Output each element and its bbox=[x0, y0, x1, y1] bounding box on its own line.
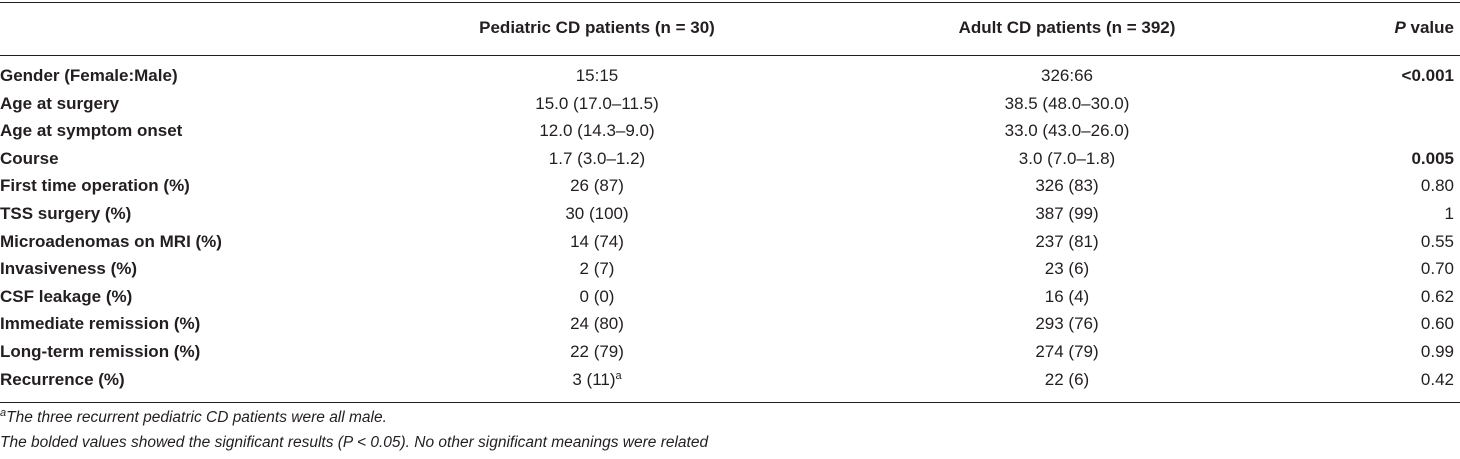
row-pediatric: 3 (11)a bbox=[437, 366, 757, 394]
row-label: Microadenomas on MRI (%) bbox=[0, 231, 222, 251]
table-row: TSS surgery (%) 30 (100) 387 (99) 1 bbox=[0, 200, 1460, 228]
table-row: Long-term remission (%) 22 (79) 274 (79)… bbox=[0, 338, 1460, 366]
row-adult: 16 (4) bbox=[1044, 286, 1090, 306]
row-label: First time operation (%) bbox=[0, 176, 190, 196]
row-adult: 326 (83) bbox=[1035, 176, 1099, 196]
row-adult: 237 (81) bbox=[1035, 231, 1099, 251]
row-adult: 326:66 bbox=[1041, 66, 1093, 85]
row-label: Age at surgery bbox=[0, 93, 120, 113]
row-pediatric-value: 3 (11) bbox=[572, 369, 616, 389]
row-pediatric: 30 (100) bbox=[565, 203, 629, 223]
table-row: Invasiveness (%) 2 (7) 23 (6) 0.70 bbox=[0, 255, 1460, 283]
table-row: Course 1.7 (3.0–1.2) 3.0 (7.0–1.8) 0.005 bbox=[0, 145, 1460, 173]
header-p-rest: value bbox=[1405, 18, 1454, 37]
row-p-value: 0.99 bbox=[1420, 341, 1454, 361]
footnote-a-marker: a bbox=[0, 407, 7, 419]
row-pediatric: 15.0 (17.0–11.5) bbox=[535, 93, 659, 113]
header-pediatric: Pediatric CD patients (n = 30) bbox=[479, 18, 715, 37]
row-label: TSS surgery (%) bbox=[0, 203, 132, 223]
row-pediatric: 15:15 bbox=[575, 66, 619, 85]
row-p-value: 1 bbox=[1444, 203, 1454, 223]
footnote-note: The bolded values showed the significant… bbox=[0, 434, 709, 451]
row-pediatric: 22 (79) bbox=[570, 341, 624, 361]
header-p-value: P value bbox=[1394, 14, 1454, 42]
row-p-value: 0.70 bbox=[1420, 259, 1454, 279]
row-p-value: 0.55 bbox=[1420, 231, 1454, 251]
row-adult: 274 (79) bbox=[1035, 341, 1099, 361]
header-p-italic: P bbox=[1394, 18, 1406, 37]
table-header: Pediatric CD patients (n = 30) Adult CD … bbox=[0, 14, 1460, 42]
row-label: Invasiveness (%) bbox=[0, 259, 138, 279]
table-body: Gender (Female:Male) 15:15 326:66 <0.001… bbox=[0, 62, 1460, 393]
header-rule bbox=[0, 55, 1460, 56]
footnote-marker: a bbox=[615, 369, 622, 382]
row-label: Gender (Female:Male) bbox=[0, 66, 178, 85]
row-p-value: 0.005 bbox=[1411, 148, 1454, 168]
top-rule bbox=[0, 2, 1460, 3]
row-p-value: 0.80 bbox=[1420, 176, 1454, 196]
footnote-a: aThe three recurrent pediatric CD patien… bbox=[0, 407, 387, 427]
table-row: Immediate remission (%) 24 (80) 293 (76)… bbox=[0, 310, 1460, 338]
row-adult: 33.0 (43.0–26.0) bbox=[1004, 121, 1130, 141]
row-pediatric: 26 (87) bbox=[570, 176, 624, 196]
table-row: Recurrence (%) 3 (11)a 22 (6) 0.42 bbox=[0, 366, 1460, 394]
row-pediatric: 12.0 (14.3–9.0) bbox=[539, 121, 655, 141]
row-label: CSF leakage (%) bbox=[0, 286, 133, 306]
row-pediatric: 1.7 (3.0–1.2) bbox=[548, 148, 646, 168]
table-row: CSF leakage (%) 0 (0) 16 (4) 0.62 bbox=[0, 283, 1460, 311]
row-adult: 387 (99) bbox=[1035, 203, 1099, 223]
table-row: First time operation (%) 26 (87) 326 (83… bbox=[0, 172, 1460, 200]
table-row: Age at symptom onset 12.0 (14.3–9.0) 33.… bbox=[0, 117, 1460, 145]
table-row: Gender (Female:Male) 15:15 326:66 <0.001 bbox=[0, 62, 1460, 90]
row-p-value: 0.60 bbox=[1420, 314, 1454, 334]
row-p-value: <0.001 bbox=[1401, 66, 1454, 85]
row-adult: 38.5 (48.0–30.0) bbox=[1004, 93, 1130, 113]
row-label: Immediate remission (%) bbox=[0, 314, 201, 334]
row-p-value: 0.42 bbox=[1420, 369, 1454, 389]
row-adult: 23 (6) bbox=[1044, 259, 1090, 279]
row-adult: 3.0 (7.0–1.8) bbox=[1018, 148, 1116, 168]
row-pediatric: 2 (7) bbox=[579, 259, 615, 279]
row-label: Age at symptom onset bbox=[0, 121, 183, 141]
bottom-rule bbox=[0, 402, 1460, 403]
table-row: Age at surgery 15.0 (17.0–11.5) 38.5 (48… bbox=[0, 90, 1460, 118]
footnote-a-text: The three recurrent pediatric CD patient… bbox=[6, 409, 387, 426]
row-label: Course bbox=[0, 148, 59, 168]
row-p-value: 0.62 bbox=[1420, 286, 1454, 306]
row-label: Long-term remission (%) bbox=[0, 341, 201, 361]
row-adult: 293 (76) bbox=[1035, 314, 1099, 334]
row-adult: 22 (6) bbox=[1044, 369, 1090, 389]
table-row: Microadenomas on MRI (%) 14 (74) 237 (81… bbox=[0, 228, 1460, 256]
header-adult: Adult CD patients (n = 392) bbox=[958, 18, 1176, 37]
row-pediatric: 24 (80) bbox=[570, 314, 624, 334]
row-label: Recurrence (%) bbox=[0, 369, 125, 389]
row-pediatric: 14 (74) bbox=[570, 231, 624, 251]
row-pediatric: 0 (0) bbox=[579, 286, 615, 306]
